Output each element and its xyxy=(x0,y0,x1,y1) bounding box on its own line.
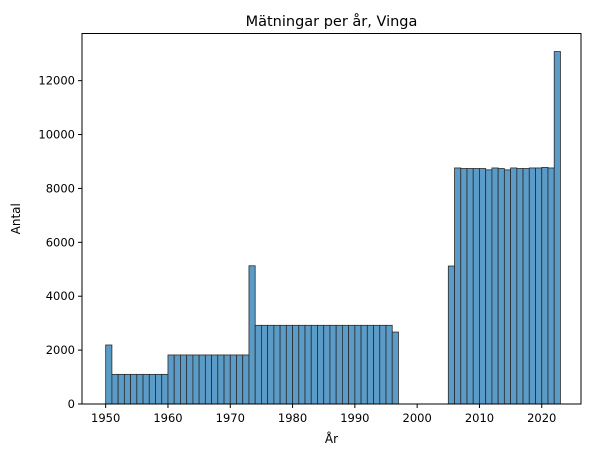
x-tick-label: 2000 xyxy=(403,411,432,425)
histogram-bar xyxy=(211,354,219,405)
histogram-bar xyxy=(198,354,206,405)
histogram-bar xyxy=(341,324,350,405)
histogram-bar xyxy=(373,324,381,405)
histogram-bar xyxy=(535,167,543,405)
histogram-bar xyxy=(111,373,119,405)
histogram-bar xyxy=(117,373,125,405)
plot-frame xyxy=(81,33,582,405)
x-tick-label: 1950 xyxy=(91,411,120,425)
histogram-bar xyxy=(485,169,493,405)
histogram-bar xyxy=(385,324,393,405)
x-axis-label: År xyxy=(325,431,338,446)
y-tick-label: 12000 xyxy=(38,74,75,88)
histogram-bar xyxy=(310,324,318,405)
histogram-bar xyxy=(173,354,181,405)
histogram-bar xyxy=(204,354,212,405)
histogram-bar xyxy=(447,265,455,405)
histogram-bar xyxy=(366,324,374,405)
bars-group xyxy=(105,51,561,405)
chart-title: Mätningar per år, Vinga xyxy=(246,13,418,30)
histogram-bar xyxy=(491,167,499,405)
histogram-bar xyxy=(186,354,194,405)
histogram-bar xyxy=(273,324,281,405)
x-tick-label: 1990 xyxy=(340,411,369,425)
histogram-bar xyxy=(317,324,325,405)
histogram-bar xyxy=(180,354,188,405)
y-tick-label: 0 xyxy=(68,397,75,411)
histogram-bar xyxy=(167,354,175,405)
histogram-bar xyxy=(391,331,399,405)
x-tick-label: 1980 xyxy=(278,411,307,425)
histogram-bar xyxy=(298,324,306,405)
histogram-bar xyxy=(217,354,225,405)
histogram-bar xyxy=(105,344,113,405)
histogram-bar xyxy=(553,51,561,405)
y-tick-label: 8000 xyxy=(46,181,75,195)
histogram-bar xyxy=(541,167,549,405)
histogram-bar xyxy=(497,168,505,405)
histogram-bar xyxy=(472,168,480,405)
histogram-bar xyxy=(254,324,262,405)
histogram-bar xyxy=(379,324,387,405)
histogram-bar xyxy=(142,373,150,405)
histogram-bar xyxy=(192,354,200,405)
histogram-bar xyxy=(155,373,163,405)
histogram-bar xyxy=(454,167,462,405)
histogram-bar xyxy=(285,324,293,405)
histogram-bar xyxy=(335,324,343,405)
histogram-bar xyxy=(503,169,511,405)
histogram-bar xyxy=(223,354,231,405)
y-tick-label: 6000 xyxy=(46,235,75,249)
histogram-bar xyxy=(148,373,156,405)
histogram-bar xyxy=(136,373,144,405)
histogram-bar xyxy=(460,168,468,405)
x-axis-ticks: 1950 1960 1970 1980 1990 2000 2010 2020 xyxy=(91,404,556,425)
histogram-bar xyxy=(354,324,362,405)
histogram-bar xyxy=(304,324,312,405)
y-tick-label: 2000 xyxy=(46,343,75,357)
histogram-bar xyxy=(510,167,518,405)
y-tick-label: 4000 xyxy=(46,289,75,303)
histogram-bar xyxy=(547,167,555,405)
histogram-bar xyxy=(130,373,138,405)
histogram-bar xyxy=(323,324,331,405)
histogram-bar xyxy=(267,324,275,405)
histogram-bar xyxy=(279,324,287,405)
histogram-bar xyxy=(516,168,524,405)
histogram-bar xyxy=(348,324,356,405)
histogram-bar xyxy=(479,168,487,405)
x-tick-label: 2010 xyxy=(465,411,494,425)
x-tick-label: 1960 xyxy=(153,411,182,425)
histogram-bar xyxy=(261,324,269,405)
histogram-bar xyxy=(466,168,474,405)
histogram-bar xyxy=(329,324,337,405)
histogram-bar xyxy=(360,324,368,405)
histogram-bar xyxy=(229,354,237,405)
histogram-bar xyxy=(161,373,169,405)
y-tick-label: 10000 xyxy=(38,128,75,142)
histogram-bar xyxy=(123,373,131,405)
histogram-bar xyxy=(242,354,250,405)
y-axis-ticks: 0 2000 4000 6000 8000 10000 12000 xyxy=(38,74,82,411)
x-tick-label: 2020 xyxy=(527,411,556,425)
histogram-bar xyxy=(248,265,256,405)
y-axis-label: Antal xyxy=(9,203,23,234)
histogram-bar xyxy=(528,167,536,405)
x-tick-label: 1970 xyxy=(216,411,245,425)
histogram-bar xyxy=(236,354,244,405)
histogram-bar xyxy=(292,324,300,405)
histogram-bar xyxy=(522,168,530,405)
